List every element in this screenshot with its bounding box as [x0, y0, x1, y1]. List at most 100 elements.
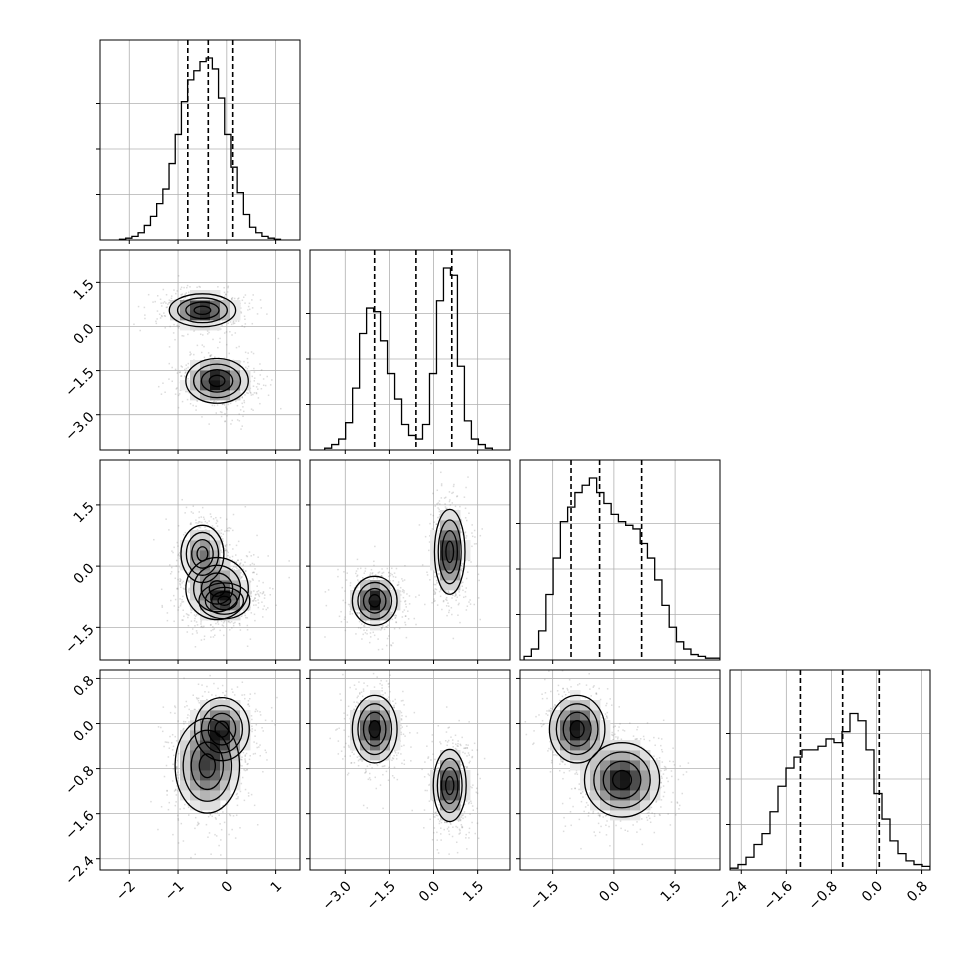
- scatter-point: [214, 405, 216, 407]
- scatter-point: [244, 758, 246, 760]
- scatter-point: [364, 570, 366, 572]
- scatter-point: [204, 527, 206, 529]
- scatter-point: [190, 403, 192, 405]
- scatter-point: [177, 542, 179, 544]
- scatter-point: [178, 395, 180, 397]
- scatter-point: [253, 564, 255, 566]
- scatter-point: [168, 529, 170, 531]
- scatter-point: [196, 287, 198, 289]
- scatter-point: [451, 597, 453, 599]
- scatter-point: [254, 730, 256, 732]
- scatter-point: [247, 358, 249, 360]
- scatter-point: [217, 812, 219, 814]
- scatter-point: [167, 620, 169, 622]
- scatter-point: [241, 615, 243, 617]
- scatter-point: [433, 590, 435, 592]
- scatter-point: [263, 385, 265, 387]
- scatter-point: [216, 520, 218, 522]
- scatter-point: [236, 793, 238, 795]
- scatter-point: [261, 388, 263, 390]
- scatter-point: [184, 512, 186, 514]
- panel-frame: [310, 250, 510, 450]
- scatter-point: [209, 832, 211, 834]
- scatter-point: [192, 694, 194, 696]
- scatter-point: [175, 393, 177, 395]
- scatter-point: [226, 344, 228, 346]
- scatter-point: [221, 620, 223, 622]
- scatter-point: [180, 587, 182, 589]
- scatter-point: [213, 636, 215, 638]
- scatter-point: [251, 299, 253, 301]
- scatter-point: [441, 483, 443, 485]
- scatter-point: [424, 604, 426, 606]
- scatter-point: [176, 388, 178, 390]
- scatter-point: [230, 403, 232, 405]
- scatter-point: [179, 581, 181, 583]
- scatter-point: [196, 614, 198, 616]
- scatter-point: [164, 391, 166, 393]
- scatter-point: [255, 711, 256, 713]
- scatter-point: [474, 530, 476, 532]
- scatter-point: [349, 611, 351, 613]
- density-cell: [190, 380, 200, 390]
- scatter-point: [189, 354, 191, 356]
- scatter-point: [274, 724, 276, 726]
- scatter-point: [217, 688, 219, 690]
- scatter-point: [356, 570, 358, 572]
- scatter-point: [248, 366, 250, 368]
- scatter-point: [237, 796, 239, 798]
- scatter-point: [458, 604, 460, 606]
- scatter-point: [373, 565, 375, 567]
- scatter-point: [172, 734, 174, 736]
- scatter-point: [198, 517, 200, 519]
- scatter-point: [448, 605, 450, 607]
- scatter-point: [210, 355, 212, 357]
- scatter-point: [252, 307, 254, 309]
- scatter-point: [182, 366, 184, 368]
- scatter-point: [381, 628, 383, 630]
- scatter-point: [470, 603, 472, 605]
- scatter-point: [415, 596, 417, 598]
- scatter-point: [257, 593, 259, 595]
- scatter-point: [459, 622, 461, 624]
- scatter-point: [148, 294, 150, 296]
- scatter-point: [446, 615, 448, 617]
- scatter-point: [457, 596, 459, 598]
- scatter-point: [337, 569, 339, 571]
- scatter-point: [256, 393, 258, 395]
- scatter-point: [243, 297, 245, 299]
- scatter-point: [257, 556, 259, 558]
- scatter-point: [183, 534, 185, 536]
- scatter-point: [474, 543, 476, 545]
- scatter-point: [365, 632, 367, 634]
- scatter-point: [221, 529, 223, 531]
- scatter-point: [181, 823, 183, 825]
- scatter-point: [243, 564, 245, 566]
- scatter-point: [391, 568, 393, 570]
- scatter-point: [193, 505, 195, 507]
- scatter-point: [256, 386, 258, 388]
- scatter-point: [449, 491, 451, 493]
- scatter-point: [345, 602, 347, 604]
- scatter-point: [402, 580, 404, 582]
- scatter-point: [181, 499, 183, 501]
- scatter-point: [437, 507, 439, 509]
- scatter-point: [419, 524, 421, 526]
- scatter-point: [195, 405, 197, 407]
- scatter-point: [187, 717, 189, 719]
- scatter-point: [167, 304, 169, 306]
- scatter-point: [200, 334, 202, 336]
- scatter-point: [202, 507, 204, 509]
- scatter-point: [252, 394, 254, 396]
- scatter-point: [244, 615, 246, 617]
- scatter-point: [178, 327, 180, 329]
- scatter-point: [187, 617, 189, 619]
- scatter-point: [203, 346, 205, 348]
- scatter-point: [237, 419, 239, 421]
- scatter-point: [193, 330, 195, 332]
- scatter-point: [200, 623, 202, 625]
- scatter-point: [232, 568, 234, 570]
- scatter-point: [426, 572, 428, 574]
- scatter-point: [173, 595, 175, 597]
- scatter-point: [260, 714, 262, 716]
